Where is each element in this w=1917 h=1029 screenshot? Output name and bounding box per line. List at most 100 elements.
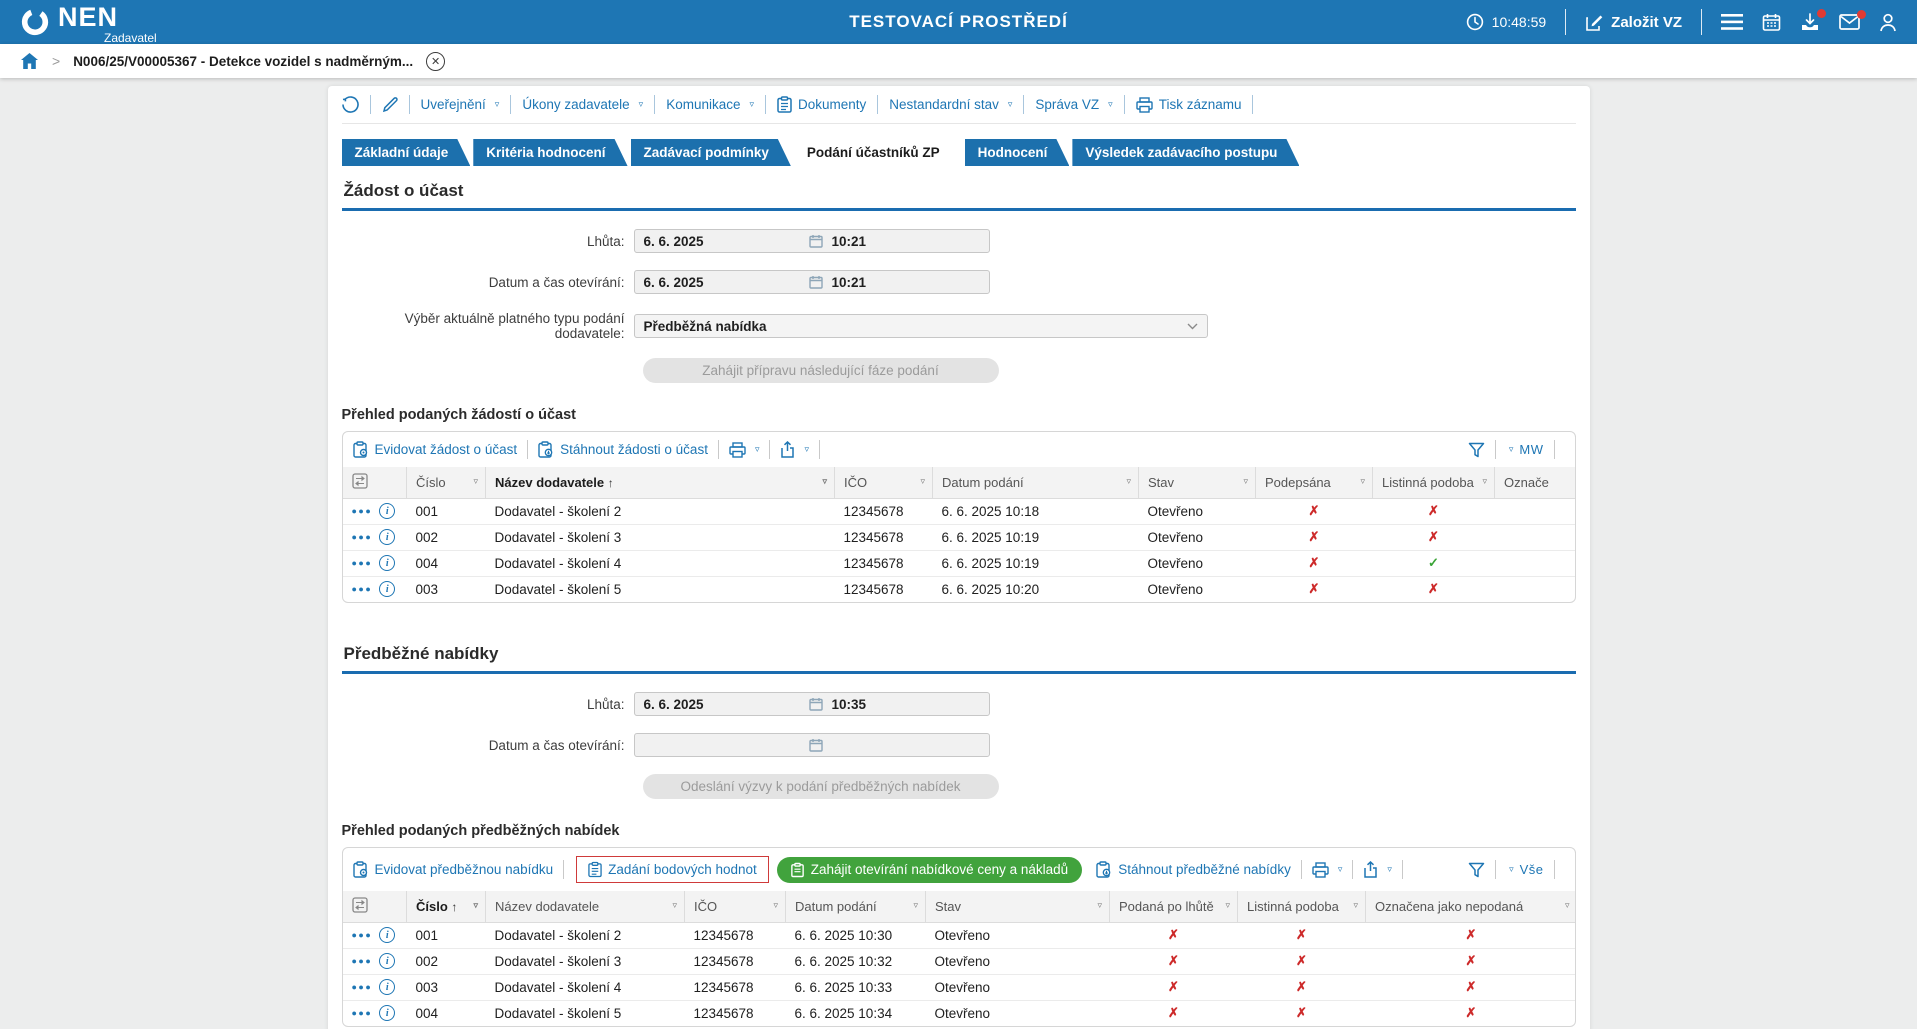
- tab-zadavaci-podminky[interactable]: Zadávací podmínky: [631, 139, 791, 166]
- column-filter-icon[interactable]: ▿: [1482, 476, 1487, 486]
- row-actions-icon[interactable]: ●●●: [351, 558, 373, 568]
- table-row[interactable]: ●●● i 004 Dodavatel - školení 4 12345678 …: [342, 550, 1575, 577]
- column-filter-icon[interactable]: ▿: [1360, 476, 1365, 486]
- column-filter-icon[interactable]: ▿: [1126, 476, 1131, 486]
- otevirani-datetime-field[interactable]: [633, 733, 990, 757]
- view-selector[interactable]: ▿ Vše: [1506, 862, 1543, 877]
- col-header-ico[interactable]: IČO ▿: [684, 891, 786, 923]
- row-actions-icon[interactable]: ●●●: [351, 956, 373, 966]
- column-filter-icon[interactable]: ▿: [822, 476, 827, 486]
- row-actions-icon[interactable]: ●●●: [351, 982, 373, 992]
- col-header-stav[interactable]: Stav ▿: [1138, 467, 1256, 499]
- col-header-stav[interactable]: Stav ▿: [925, 891, 1110, 923]
- row-actions-icon[interactable]: ●●●: [351, 1008, 373, 1019]
- info-icon[interactable]: i: [379, 953, 396, 969]
- col-header-datum[interactable]: Datum podání ▿: [785, 891, 926, 923]
- tab-hodnoceni[interactable]: Hodnocení: [965, 139, 1070, 166]
- filter-button[interactable]: [1468, 862, 1485, 878]
- column-filter-icon[interactable]: ▿: [473, 900, 478, 910]
- filter-button[interactable]: [1468, 442, 1485, 458]
- col-header-oznacena[interactable]: Označe: [1494, 467, 1575, 499]
- info-icon[interactable]: i: [379, 581, 396, 598]
- print-table-button[interactable]: ▿: [1312, 861, 1342, 878]
- odeslani-vyzvy-button[interactable]: Odeslání výzvy k podání předběžných nabí…: [642, 774, 999, 799]
- table-row[interactable]: ●●● i 001 Dodavatel - školení 2 12345678 …: [342, 922, 1575, 949]
- view-selector[interactable]: ▿ MW: [1506, 442, 1544, 457]
- export-table-button[interactable]: ▿: [1363, 861, 1392, 878]
- lhuta-datetime-field[interactable]: 6. 6. 2025 10:21: [633, 229, 990, 253]
- evidovat-nabidku-button[interactable]: Evidovat předběžnou nabídku: [352, 861, 553, 878]
- row-actions-icon[interactable]: ●●●: [351, 506, 373, 516]
- column-filter-icon[interactable]: ▿: [1564, 900, 1570, 910]
- info-icon[interactable]: i: [379, 529, 396, 545]
- history-button[interactable]: [341, 96, 359, 113]
- column-settings-header[interactable]: [342, 467, 407, 499]
- stahnout-nabidky-button[interactable]: Stáhnout předběžné nabídky: [1096, 861, 1291, 878]
- info-icon[interactable]: i: [379, 979, 396, 995]
- tab-kriteria-hodnoceni[interactable]: Kritéria hodnocení: [473, 139, 627, 166]
- col-header-podepsana[interactable]: Podepsána ▿: [1255, 467, 1373, 499]
- col-header-ico[interactable]: IČO ▿: [834, 467, 933, 499]
- downloads-button[interactable]: [1800, 8, 1826, 32]
- menu-dokumenty[interactable]: Dokumenty: [777, 96, 866, 113]
- column-filter-icon[interactable]: ▿: [920, 476, 925, 486]
- table-row[interactable]: ●●● i 003 Dodavatel - školení 5 12345678 …: [351, 581, 1439, 598]
- col-header-datum[interactable]: Datum podání ▿: [932, 467, 1139, 499]
- zadani-bodovych-hodnot-button[interactable]: Zadání bodových hodnot: [588, 861, 757, 878]
- tab-vysledek-zadavaciho-postupu[interactable]: Výsledek zadávacího postupu: [1072, 139, 1299, 166]
- edit-record-button[interactable]: [382, 96, 398, 113]
- table-row[interactable]: ●●● i 002 Dodavatel - školení 3 12345678 …: [342, 524, 1575, 551]
- main-menu-button[interactable]: [1721, 14, 1743, 30]
- row-actions-icon[interactable]: ●●●: [351, 930, 373, 940]
- col-header-listinna[interactable]: Listinná podoba ▿: [1237, 891, 1366, 923]
- col-header-listinna[interactable]: Listinná podoba ▿: [1372, 467, 1495, 499]
- export-table-button[interactable]: ▿: [780, 441, 809, 458]
- column-filter-icon[interactable]: ▿: [1243, 476, 1248, 486]
- lhuta-datetime-field[interactable]: 6. 6. 2025 10:35: [633, 692, 990, 716]
- menu-nestandardni-stav[interactable]: Nestandardní stav ▿: [889, 97, 1013, 112]
- nen-logo[interactable]: NEN Zadavatel: [20, 3, 157, 44]
- row-actions-icon[interactable]: ●●●: [351, 532, 373, 542]
- table-row[interactable]: ●●● i 001 Dodavatel - školení 2 12345678 …: [342, 498, 1575, 525]
- column-filter-icon[interactable]: ▿: [773, 900, 778, 910]
- col-header-cislo[interactable]: Číslo ▿: [406, 467, 486, 499]
- menu-uverejneni[interactable]: Uveřejnění ▿: [420, 97, 500, 112]
- column-filter-icon[interactable]: ▿: [913, 900, 918, 910]
- info-icon[interactable]: i: [379, 927, 396, 943]
- stahnout-zadosti-button[interactable]: Stáhnout žádosti o účast: [538, 441, 708, 458]
- column-filter-icon[interactable]: ▿: [1097, 900, 1102, 910]
- column-filter-icon[interactable]: ▿: [473, 476, 478, 486]
- info-icon[interactable]: i: [379, 1005, 396, 1022]
- create-vz-button[interactable]: Založit VZ: [1585, 13, 1682, 31]
- menu-ukony-zadavatele[interactable]: Úkony zadavatele ▿: [522, 97, 644, 112]
- print-table-button[interactable]: ▿: [729, 441, 759, 458]
- zahajit-pripravu-button[interactable]: Zahájit přípravu následující fáze podání: [642, 358, 999, 383]
- menu-komunikace[interactable]: Komunikace ▿: [666, 97, 755, 112]
- menu-tisk-zaznamu[interactable]: Tisk záznamu: [1136, 96, 1241, 113]
- messages-button[interactable]: [1839, 10, 1866, 30]
- typ-podani-select[interactable]: Předběžná nabídka: [633, 314, 1208, 338]
- otevirani-datetime-field[interactable]: 6. 6. 2025 10:21: [633, 270, 990, 294]
- col-header-nazev[interactable]: Název dodavatele ↑ ▿: [485, 467, 835, 499]
- column-filter-icon[interactable]: ▿: [1225, 900, 1230, 910]
- row-actions-icon[interactable]: ●●●: [351, 584, 373, 595]
- close-record-icon[interactable]: ✕: [426, 51, 446, 71]
- evidovat-zadost-button[interactable]: Evidovat žádost o účast: [352, 441, 517, 458]
- table-row[interactable]: ●●● i 002 Dodavatel - školení 3 12345678 …: [342, 948, 1575, 975]
- home-icon[interactable]: [20, 52, 39, 70]
- column-filter-icon[interactable]: ▿: [1353, 900, 1358, 910]
- menu-sprava-vz[interactable]: Správa VZ ▿: [1035, 97, 1113, 112]
- tab-podani-ucastniku-zp[interactable]: Podání účastníků ZP: [794, 139, 962, 166]
- table-row[interactable]: ●●● i 003 Dodavatel - školení 4 12345678 …: [342, 974, 1575, 1001]
- col-header-nazev[interactable]: Název dodavatele ▿: [485, 891, 685, 923]
- table-row[interactable]: ●●● i 004 Dodavatel - školení 5 12345678 …: [351, 1005, 1477, 1022]
- column-filter-icon[interactable]: ▿: [672, 900, 677, 910]
- col-header-cislo[interactable]: Číslo ↑ ▿: [406, 891, 486, 923]
- tab-zakladni-udaje[interactable]: Základní údaje: [342, 139, 471, 166]
- info-icon[interactable]: i: [379, 503, 396, 519]
- calendar-button[interactable]: [1762, 13, 1781, 32]
- user-profile-button[interactable]: [1879, 13, 1897, 32]
- col-header-po-lhute[interactable]: Podaná po lhůtě ▿: [1109, 891, 1238, 923]
- col-header-nepodana[interactable]: Označena jako nepodaná ▿: [1365, 891, 1575, 923]
- zahajit-otevirani-button[interactable]: Zahájit otevírání nabídkové ceny a nákla…: [776, 856, 1083, 883]
